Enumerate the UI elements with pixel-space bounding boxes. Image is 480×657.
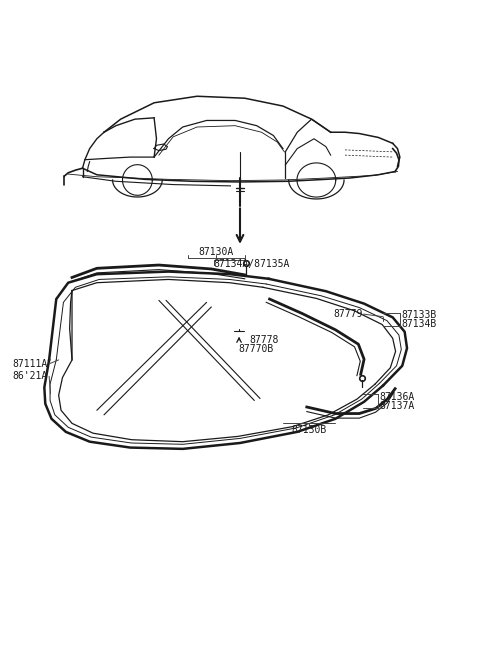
Text: 87134A/87135A: 87134A/87135A (214, 259, 290, 269)
Text: 87137A: 87137A (379, 401, 415, 411)
Text: 87779: 87779 (333, 309, 363, 319)
Text: 87133B: 87133B (401, 309, 436, 320)
Text: 87136A: 87136A (379, 392, 415, 401)
Text: 87778: 87778 (250, 334, 279, 345)
Text: 86'21A: 86'21A (12, 371, 47, 381)
Text: 87130B: 87130B (291, 425, 327, 435)
Text: 87134B: 87134B (401, 319, 436, 329)
Text: 87130A: 87130A (199, 247, 234, 257)
Text: 87770B: 87770B (239, 344, 274, 354)
Text: 87111A: 87111A (12, 359, 47, 369)
